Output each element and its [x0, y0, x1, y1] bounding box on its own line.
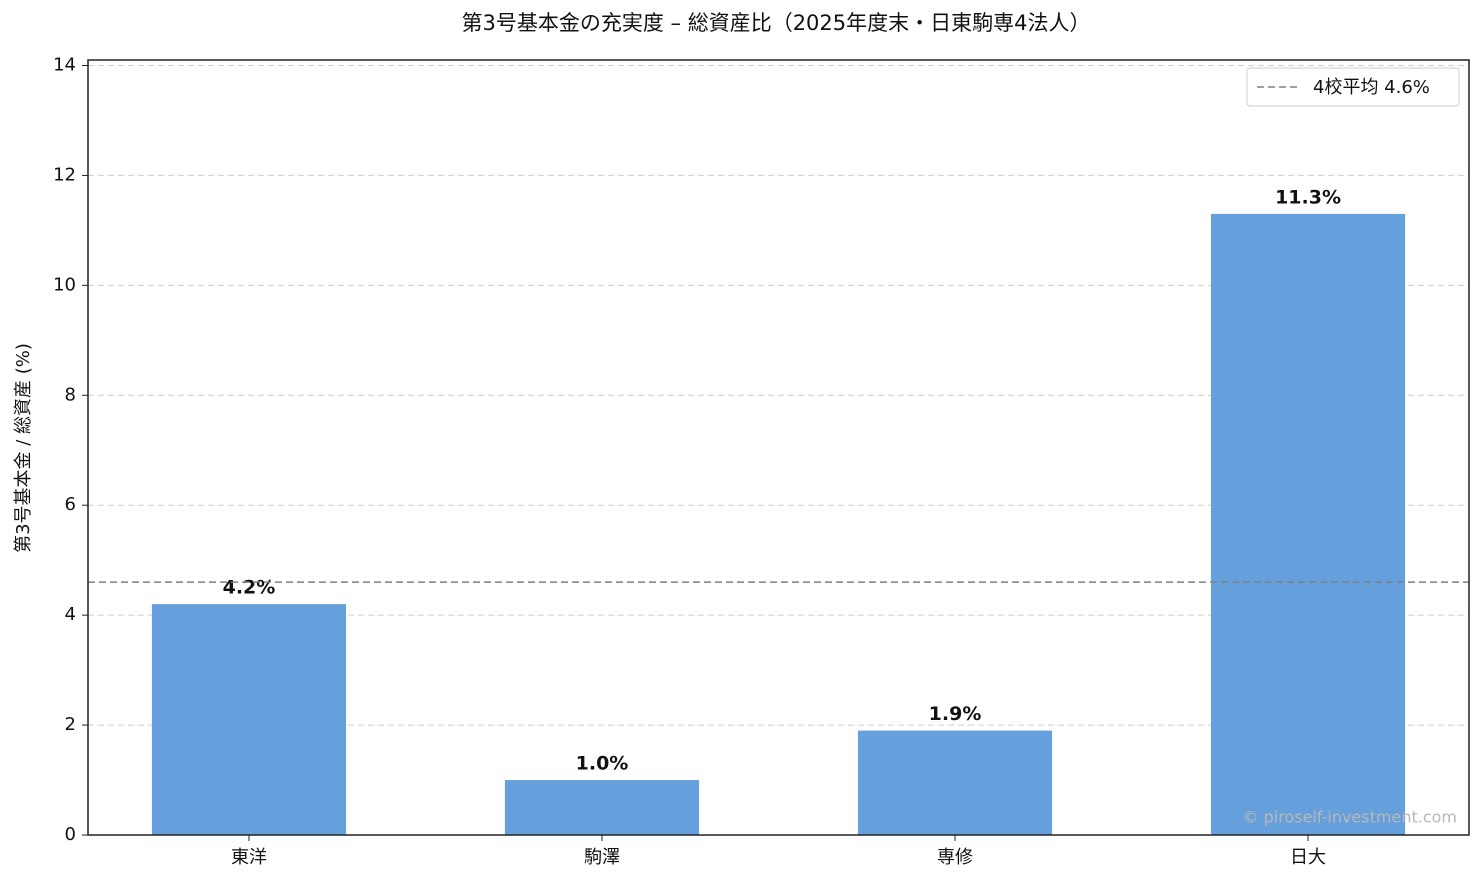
value-label: 1.9%: [929, 703, 982, 725]
legend-box: [1246, 67, 1460, 107]
chart-title: 第3号基本金の充実度 – 総資産比（2025年度末・日東駒専4法人）: [461, 11, 1090, 35]
y-tick-label: 14: [53, 54, 76, 75]
bar: [1210, 213, 1406, 836]
x-tick-label: 東洋: [231, 847, 267, 868]
x-tick-label: 専修: [937, 847, 973, 868]
y-tick-label: 4: [65, 604, 76, 625]
y-axis-label: 第3号基本金 / 総資産 (%): [13, 343, 34, 553]
x-tick-label: 日大: [1290, 847, 1326, 868]
y-tick-label: 6: [65, 494, 76, 515]
y-tick-label: 2: [65, 714, 76, 735]
bar: [857, 730, 1053, 835]
bar: [504, 780, 700, 835]
y-tick-label: 10: [53, 274, 76, 295]
x-tick-label: 駒澤: [584, 847, 620, 868]
value-label: 11.3%: [1275, 186, 1341, 208]
watermark: © piroself-investment.com: [1243, 808, 1457, 827]
y-tick-label: 8: [65, 384, 76, 405]
value-label: 1.0%: [576, 753, 629, 775]
axes-frame: [87, 59, 1470, 836]
y-tick-label: 0: [65, 824, 76, 845]
y-tick-label: 12: [53, 164, 76, 185]
value-label: 4.2%: [223, 577, 276, 599]
bar: [151, 604, 347, 835]
legend: 4校平均 4.6%: [1246, 67, 1460, 107]
legend-label: 4校平均 4.6%: [1313, 77, 1430, 98]
